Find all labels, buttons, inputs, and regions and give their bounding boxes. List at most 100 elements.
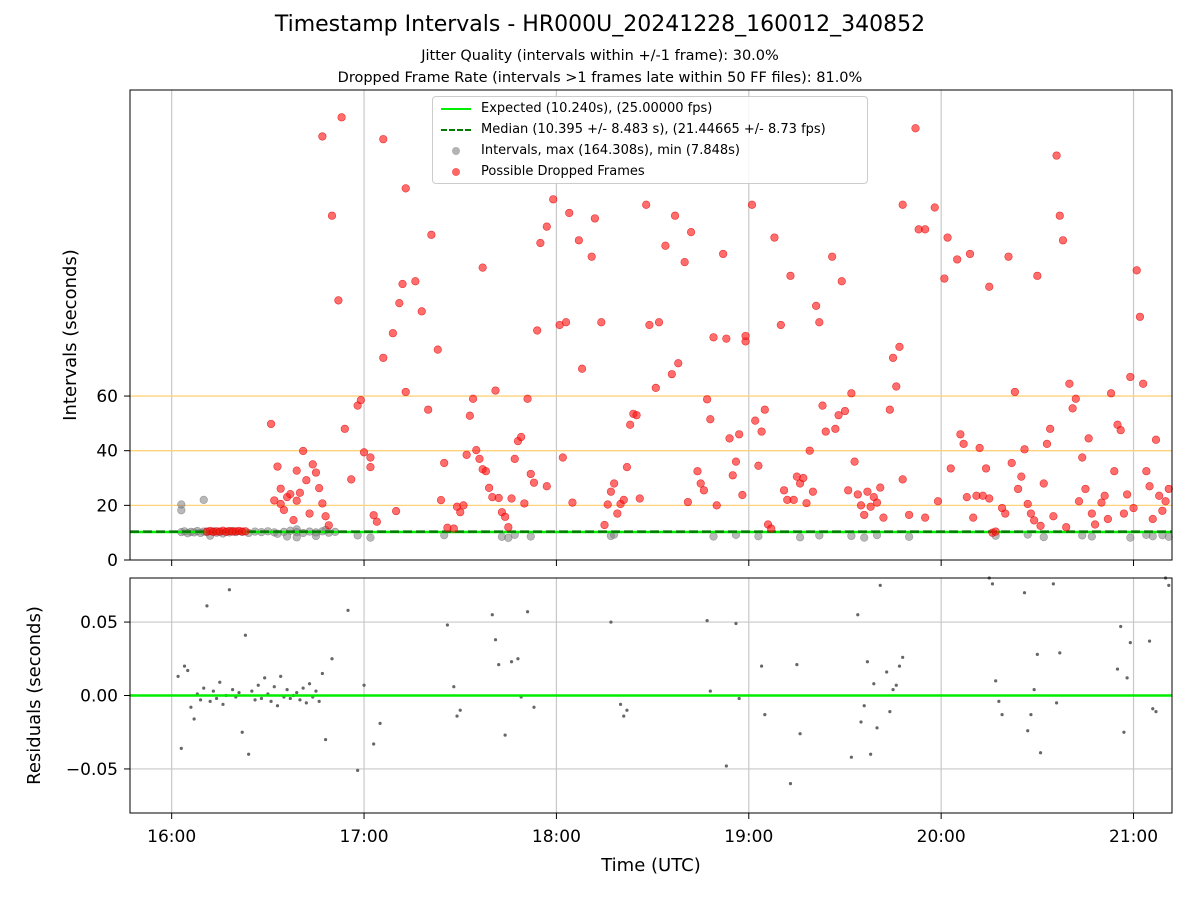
dropped-point-177 [860, 510, 869, 520]
dropped-point-34 [318, 132, 327, 141]
residual-point-62 [516, 657, 520, 661]
dropped-point-182 [876, 483, 885, 492]
dropped-point-224 [1030, 516, 1039, 525]
residual-point-4 [189, 705, 193, 709]
time-xtick-label-5: 21:00 [1109, 827, 1158, 847]
residual-point-73 [734, 621, 738, 626]
dropped-point-26 [302, 476, 311, 485]
residual-point-29 [269, 699, 273, 703]
dropped-point-75 [484, 483, 494, 492]
residual-point-108 [1058, 651, 1062, 655]
dropped-point-97 [561, 318, 571, 327]
dropped-point-144 [747, 200, 757, 209]
dropped-point-240 [1081, 484, 1090, 494]
interval-point-41 [292, 533, 301, 542]
residual-point-85 [869, 752, 873, 756]
dropped-point-66 [459, 501, 468, 510]
dropped-point-260 [1148, 514, 1157, 524]
dropped-point-22 [292, 466, 301, 475]
residual-point-88 [878, 583, 882, 587]
residual-point-110 [1119, 624, 1123, 629]
dropped-point-261 [1151, 435, 1161, 444]
residual-point-12 [214, 696, 219, 701]
median-line-swatch [439, 120, 473, 140]
residuals-ytick-label-0: −0.05 [66, 760, 118, 780]
dropped-point-99 [568, 498, 577, 507]
residual-point-69 [625, 708, 629, 712]
dropped-point-48 [379, 135, 388, 144]
dropped-point-31 [318, 499, 327, 508]
dropped-point-204 [965, 249, 975, 259]
residual-point-34 [285, 688, 289, 692]
dropped-point-12 [241, 527, 250, 536]
dropped-point-14 [270, 496, 279, 505]
dropped-point-91 [536, 238, 545, 248]
residual-point-77 [788, 782, 793, 786]
dropped-point-136 [722, 334, 731, 343]
dropped-point-181 [872, 498, 882, 507]
chart-subtitle-dropped: Dropped Frame Rate (intervals >1 frames … [337, 70, 863, 86]
dropped-point-258 [1142, 467, 1151, 476]
dropped-point-47 [379, 353, 388, 362]
intervals-ytick-label-60: 60 [96, 387, 118, 407]
dropped-point-107 [606, 487, 616, 496]
residual-point-31 [275, 704, 280, 708]
dropped-point-83 [510, 454, 519, 463]
dropped-point-219 [1014, 484, 1023, 494]
residual-point-106 [1051, 582, 1055, 586]
legend-label-median: Median (10.395 +/- 8.483 s), (21.44665 +… [481, 122, 826, 137]
residual-point-16 [227, 588, 231, 592]
dropped-point-46 [372, 517, 381, 526]
residual-point-86 [872, 682, 876, 686]
dropped-point-255 [1132, 266, 1141, 275]
intervals-marker-swatch [439, 141, 473, 161]
residual-point-26 [259, 696, 264, 701]
dropped-point-245 [1100, 491, 1109, 500]
dropped-point-119 [651, 383, 660, 392]
dropped-point-124 [674, 359, 683, 368]
residual-point-17 [230, 688, 235, 692]
dropped-point-205 [969, 513, 978, 522]
residual-point-113 [1128, 641, 1132, 645]
dropped-point-172 [844, 486, 853, 495]
residual-point-8 [202, 686, 206, 690]
dropped-point-160 [802, 499, 811, 508]
dropped-point-188 [898, 475, 907, 484]
intervals-ytick-label-0: 0 [107, 551, 118, 571]
dropped-point-35 [327, 211, 337, 220]
residual-point-99 [1000, 712, 1004, 717]
residual-point-25 [256, 683, 260, 687]
dropped-point-133 [709, 333, 718, 342]
residual-point-114 [1147, 639, 1152, 643]
residual-point-39 [301, 686, 305, 690]
dropped-point-23 [292, 496, 301, 505]
residual-point-67 [618, 702, 623, 706]
dropped-point-227 [1039, 479, 1048, 488]
dropped-point-137 [725, 434, 734, 443]
residual-point-82 [859, 720, 863, 724]
dropped-point-80 [501, 512, 510, 521]
dropped-point-203 [962, 493, 971, 502]
dropped-point-88 [526, 469, 535, 479]
dropped-point-70 [472, 446, 481, 455]
residual-point-32 [279, 674, 283, 679]
dropped-point-220 [1017, 472, 1026, 481]
intervals-y-axis-label: Intervals (seconds) [60, 249, 81, 421]
dropped-point-57 [424, 405, 433, 414]
dropped-point-18 [279, 505, 288, 515]
dropped-point-221 [1020, 445, 1029, 454]
dropped-point-215 [1001, 509, 1010, 518]
dropped-point-98 [565, 208, 574, 218]
time-xtick-label-2: 18:00 [532, 827, 581, 847]
dropped-point-102 [587, 252, 596, 261]
dropped-point-264 [1161, 497, 1170, 506]
dropped-point-109 [613, 509, 622, 518]
interval-point-39 [311, 531, 321, 541]
residual-point-104 [1035, 652, 1039, 656]
residual-point-11 [211, 689, 215, 693]
dropped-point-96 [558, 453, 567, 462]
dropped-point-226 [1036, 521, 1045, 530]
dropped-point-101 [577, 364, 587, 373]
interval-point-51 [709, 532, 718, 541]
residual-point-27 [263, 676, 267, 680]
